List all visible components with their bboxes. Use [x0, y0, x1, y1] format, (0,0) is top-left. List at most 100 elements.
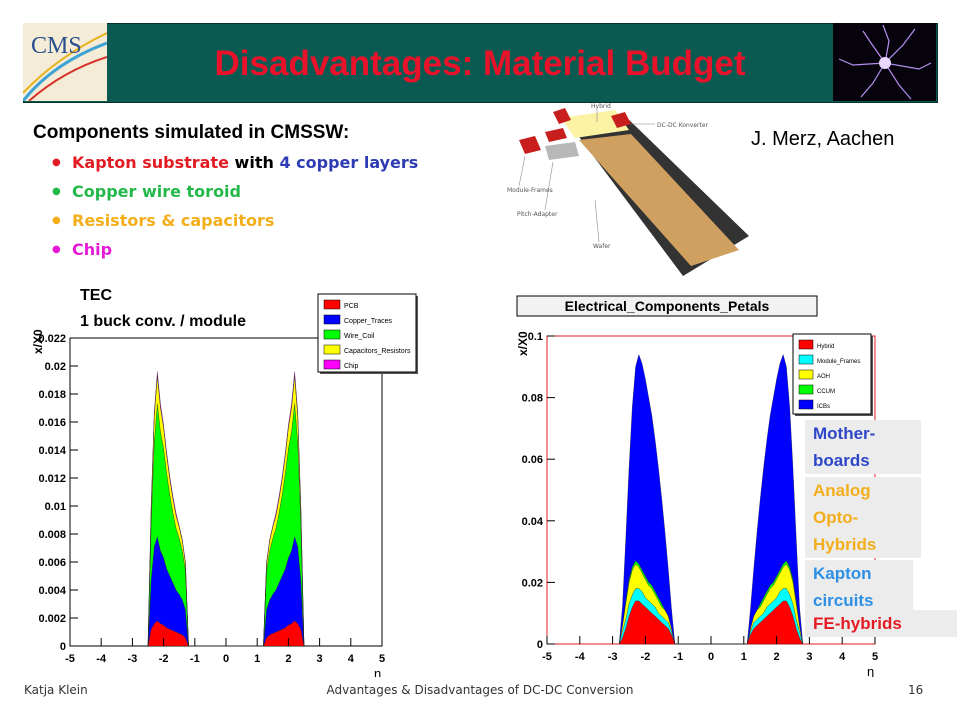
legend-swatch	[798, 354, 814, 365]
author-credit: J. Merz, Aachen	[751, 128, 895, 150]
cms-logo-text: CMS	[31, 33, 82, 59]
x-tick-label: -2	[641, 651, 651, 663]
x-tick-label: 1	[254, 653, 260, 665]
module-label-wafer: Wafer	[593, 243, 611, 250]
legend-entry: Chip	[344, 363, 359, 370]
chart-note-line: 1 buck conv. / module	[80, 313, 246, 330]
series-ICBs-area	[619, 353, 803, 645]
chart-title-box	[516, 295, 818, 317]
y-tick-label: 0.02	[522, 577, 543, 589]
y-tick-label: 0.022	[38, 333, 66, 345]
component-bullet: Chip	[52, 237, 418, 266]
module-label-frames: Module-Frames	[507, 187, 553, 194]
components-heading: Components simulated in CMSSW:	[33, 122, 350, 143]
x-tick-label: -1	[673, 651, 683, 663]
y-tick-label: 0.04	[522, 516, 544, 528]
module-label-dcdc: DC-DC Konverter	[657, 122, 709, 129]
legend-swatch	[798, 339, 814, 350]
chart-title: Electrical_Components_Petals	[565, 298, 770, 314]
legend-entry: Capacitors_Resistors	[344, 348, 411, 355]
y-tick-label: 0.014	[38, 445, 66, 457]
overlay-label-kapton: Kapton circuits	[805, 560, 913, 614]
legend-entry: Module_Frames	[817, 359, 860, 365]
y-axis-label: x/X0	[516, 331, 530, 356]
y-tick-label: 0.016	[38, 417, 66, 429]
y-axis-label: x/X0	[31, 329, 45, 354]
x-tick-label: -1	[190, 653, 200, 665]
y-tick-label: 0.008	[38, 529, 66, 541]
footer-author: Katja Klein	[24, 683, 88, 697]
x-tick-label: -5	[65, 653, 75, 665]
components-list: Kapton substrate with 4 copper layers Cop…	[52, 150, 418, 266]
series-Chip-area	[147, 371, 305, 647]
x-tick-label: 0	[708, 651, 714, 663]
y-tick-label: 0.006	[38, 557, 66, 569]
y-tick-label: 0.004	[38, 585, 66, 597]
x-tick-label: -2	[159, 653, 169, 665]
y-tick-label: 0.1	[528, 331, 543, 343]
x-tick-label: -5	[542, 651, 552, 663]
bullet-text: Chip	[72, 240, 113, 259]
x-tick-label: 0	[223, 653, 229, 665]
plasma-image	[833, 23, 936, 101]
y-tick-label: 0.01	[45, 501, 66, 513]
legend-swatch	[323, 344, 341, 355]
title-banner	[23, 23, 938, 103]
cms-logo: CMS	[23, 23, 107, 101]
module-label-pitch: Pitch-Adapter	[517, 211, 558, 218]
y-tick-label: 0.012	[38, 473, 66, 485]
x-tick-label: 3	[806, 651, 812, 663]
slide-title: Disadvantages: Material Budget	[214, 44, 746, 83]
legend-swatch	[798, 399, 814, 410]
y-tick-label: 0.08	[522, 393, 543, 405]
legend-entry: Copper_Traces	[344, 318, 392, 325]
overlay-label-fe: FE-hybrids	[805, 610, 957, 637]
x-tick-label: -3	[608, 651, 618, 663]
legend-entry: ICBs	[817, 404, 830, 410]
legend-swatch	[798, 384, 814, 395]
bullet-text: with	[228, 153, 280, 172]
x-tick-label: 3	[317, 653, 323, 665]
chart-tec-material: TEC 1 buck conv. / module -5 -4 -3 -2 -1 0 1 2 3 4 5…	[31, 287, 418, 677]
x-tick-label: 2	[774, 651, 780, 663]
overlay-label-mother: Mother- boards	[805, 420, 921, 474]
y-tick-label: 0.018	[38, 389, 66, 401]
y-tick-label: 0.02	[45, 361, 66, 373]
x-tick-label: 4	[348, 653, 355, 665]
x-axis-label: η	[867, 664, 874, 677]
legend-entry: Hybrid	[817, 344, 834, 350]
footer-title: Advantages & Disadvantages of DC-DC Conv…	[326, 683, 634, 697]
plot-frame	[69, 337, 383, 647]
legend-swatch	[323, 299, 341, 310]
component-bullet: Kapton substrate with 4 copper layers	[52, 150, 418, 179]
bullet-text: Resistors & capacitors	[72, 211, 275, 230]
x-tick-label: -3	[128, 653, 138, 665]
bullet-text: Kapton substrate	[72, 153, 229, 172]
chart-note-line: TEC	[80, 287, 112, 304]
component-bullet: Resistors & capacitors	[52, 208, 418, 237]
y-tick-label: 0	[537, 639, 543, 651]
legend-entry: CCUM	[817, 389, 835, 395]
x-tick-label: 5	[379, 653, 385, 665]
x-tick-label: -4	[96, 653, 107, 665]
x-tick-label: -4	[575, 651, 586, 663]
legend-entry: PCB	[344, 303, 359, 310]
legend-entry: AOH	[817, 374, 830, 380]
overlay-label-aoh: Analog Opto- Hybrids	[805, 477, 921, 558]
module-drawing: Hybrid DC-DC Konverter Module-Frames Pit…	[507, 103, 749, 276]
legend-swatch	[323, 359, 341, 370]
legend-entry: Wire_Coil	[344, 333, 375, 340]
legend-swatch	[323, 314, 341, 325]
legend-swatch	[323, 329, 341, 340]
x-tick-label: 1	[741, 651, 747, 663]
y-tick-label: 0.002	[38, 613, 66, 625]
bullet-text: Copper wire toroid	[72, 182, 241, 201]
component-bullet: Copper wire toroid	[52, 179, 418, 208]
footer-page-number: 16	[908, 683, 924, 697]
y-tick-label: 0.06	[522, 454, 543, 466]
bullet-text: 4 copper layers	[279, 153, 419, 172]
x-tick-label: 4	[839, 651, 846, 663]
module-label-hybrid: Hybrid	[591, 103, 611, 110]
y-tick-label: 0	[60, 641, 66, 653]
x-axis-label: η	[374, 666, 381, 677]
